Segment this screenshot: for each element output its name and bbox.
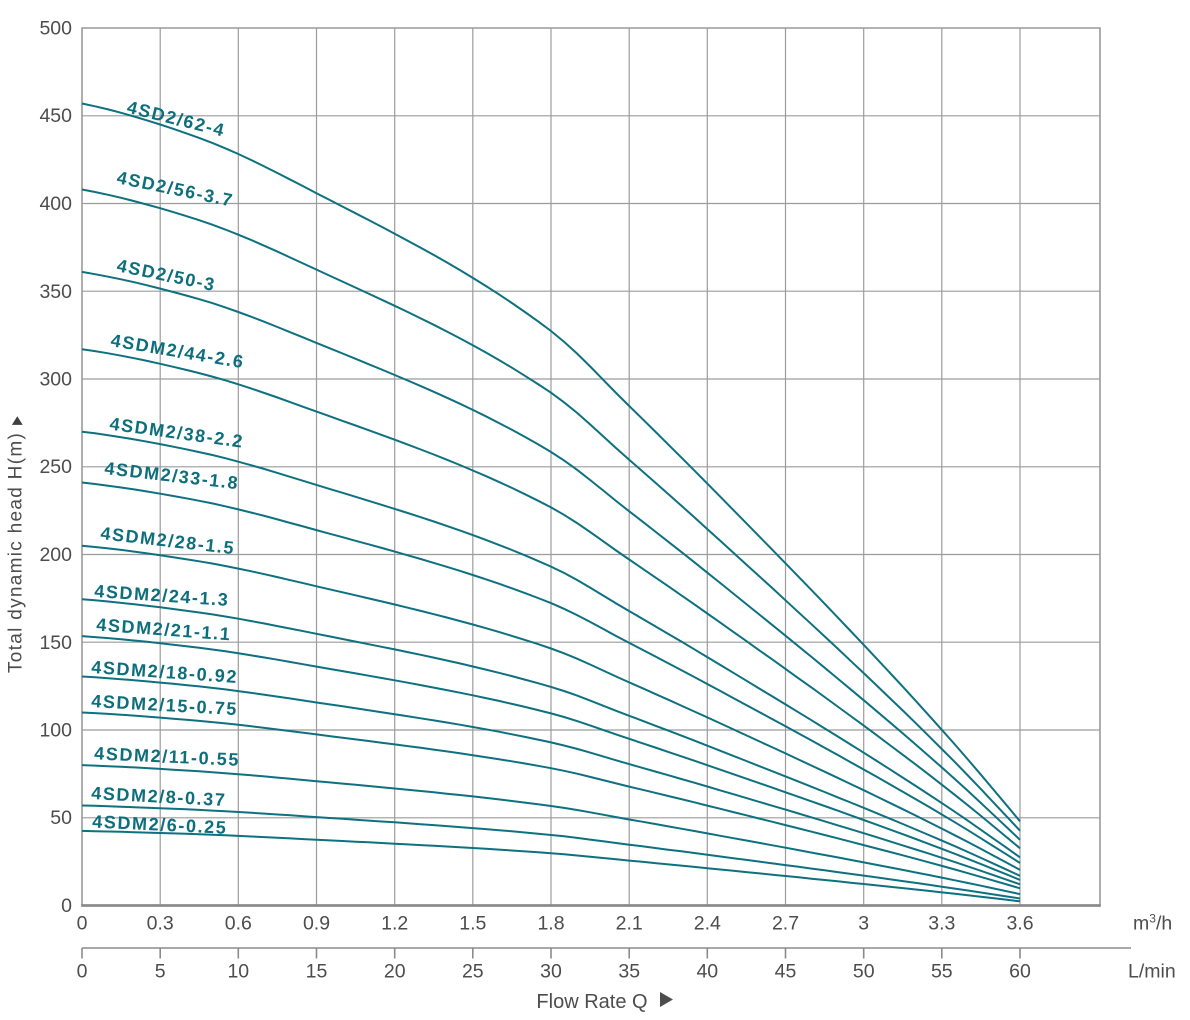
svg-text:35: 35: [618, 961, 640, 983]
svg-text:5: 5: [155, 961, 166, 983]
svg-text:m3/h: m3/h: [1133, 912, 1172, 935]
svg-text:1.5: 1.5: [459, 913, 486, 935]
svg-text:200: 200: [39, 544, 72, 566]
svg-text:20: 20: [384, 961, 406, 983]
svg-text:30: 30: [540, 961, 562, 983]
svg-text:3.6: 3.6: [1006, 913, 1033, 935]
svg-text:100: 100: [39, 720, 72, 742]
svg-text:2.4: 2.4: [694, 913, 721, 935]
svg-text:400: 400: [39, 193, 72, 215]
svg-text:3: 3: [858, 913, 869, 935]
svg-text:500: 500: [39, 18, 72, 40]
svg-text:300: 300: [39, 369, 72, 391]
svg-text:Flow Rate Q: Flow Rate Q: [536, 991, 647, 1013]
svg-text:60: 60: [1009, 961, 1031, 983]
svg-text:0.6: 0.6: [225, 913, 252, 935]
svg-text:50: 50: [853, 961, 875, 983]
svg-text:40: 40: [696, 961, 718, 983]
svg-text:3.3: 3.3: [928, 913, 955, 935]
svg-text:L/min: L/min: [1128, 961, 1176, 983]
svg-text:2.7: 2.7: [772, 913, 799, 935]
svg-text:10: 10: [227, 961, 249, 983]
svg-text:Total dynamic head H(m): Total dynamic head H(m): [6, 432, 27, 673]
svg-text:0: 0: [61, 895, 72, 917]
svg-text:0: 0: [77, 961, 88, 983]
svg-text:450: 450: [39, 105, 72, 127]
svg-text:1.8: 1.8: [537, 913, 564, 935]
svg-text:2.1: 2.1: [616, 913, 643, 935]
svg-text:150: 150: [39, 632, 72, 654]
svg-text:250: 250: [39, 456, 72, 478]
svg-text:0.9: 0.9: [303, 913, 330, 935]
svg-text:55: 55: [931, 961, 953, 983]
svg-text:1.2: 1.2: [381, 913, 408, 935]
svg-text:350: 350: [39, 281, 72, 303]
svg-text:45: 45: [775, 961, 797, 983]
svg-text:0: 0: [77, 913, 88, 935]
svg-text:50: 50: [50, 807, 72, 829]
svg-text:0.3: 0.3: [147, 913, 174, 935]
svg-text:25: 25: [462, 961, 484, 983]
svg-text:15: 15: [306, 961, 328, 983]
